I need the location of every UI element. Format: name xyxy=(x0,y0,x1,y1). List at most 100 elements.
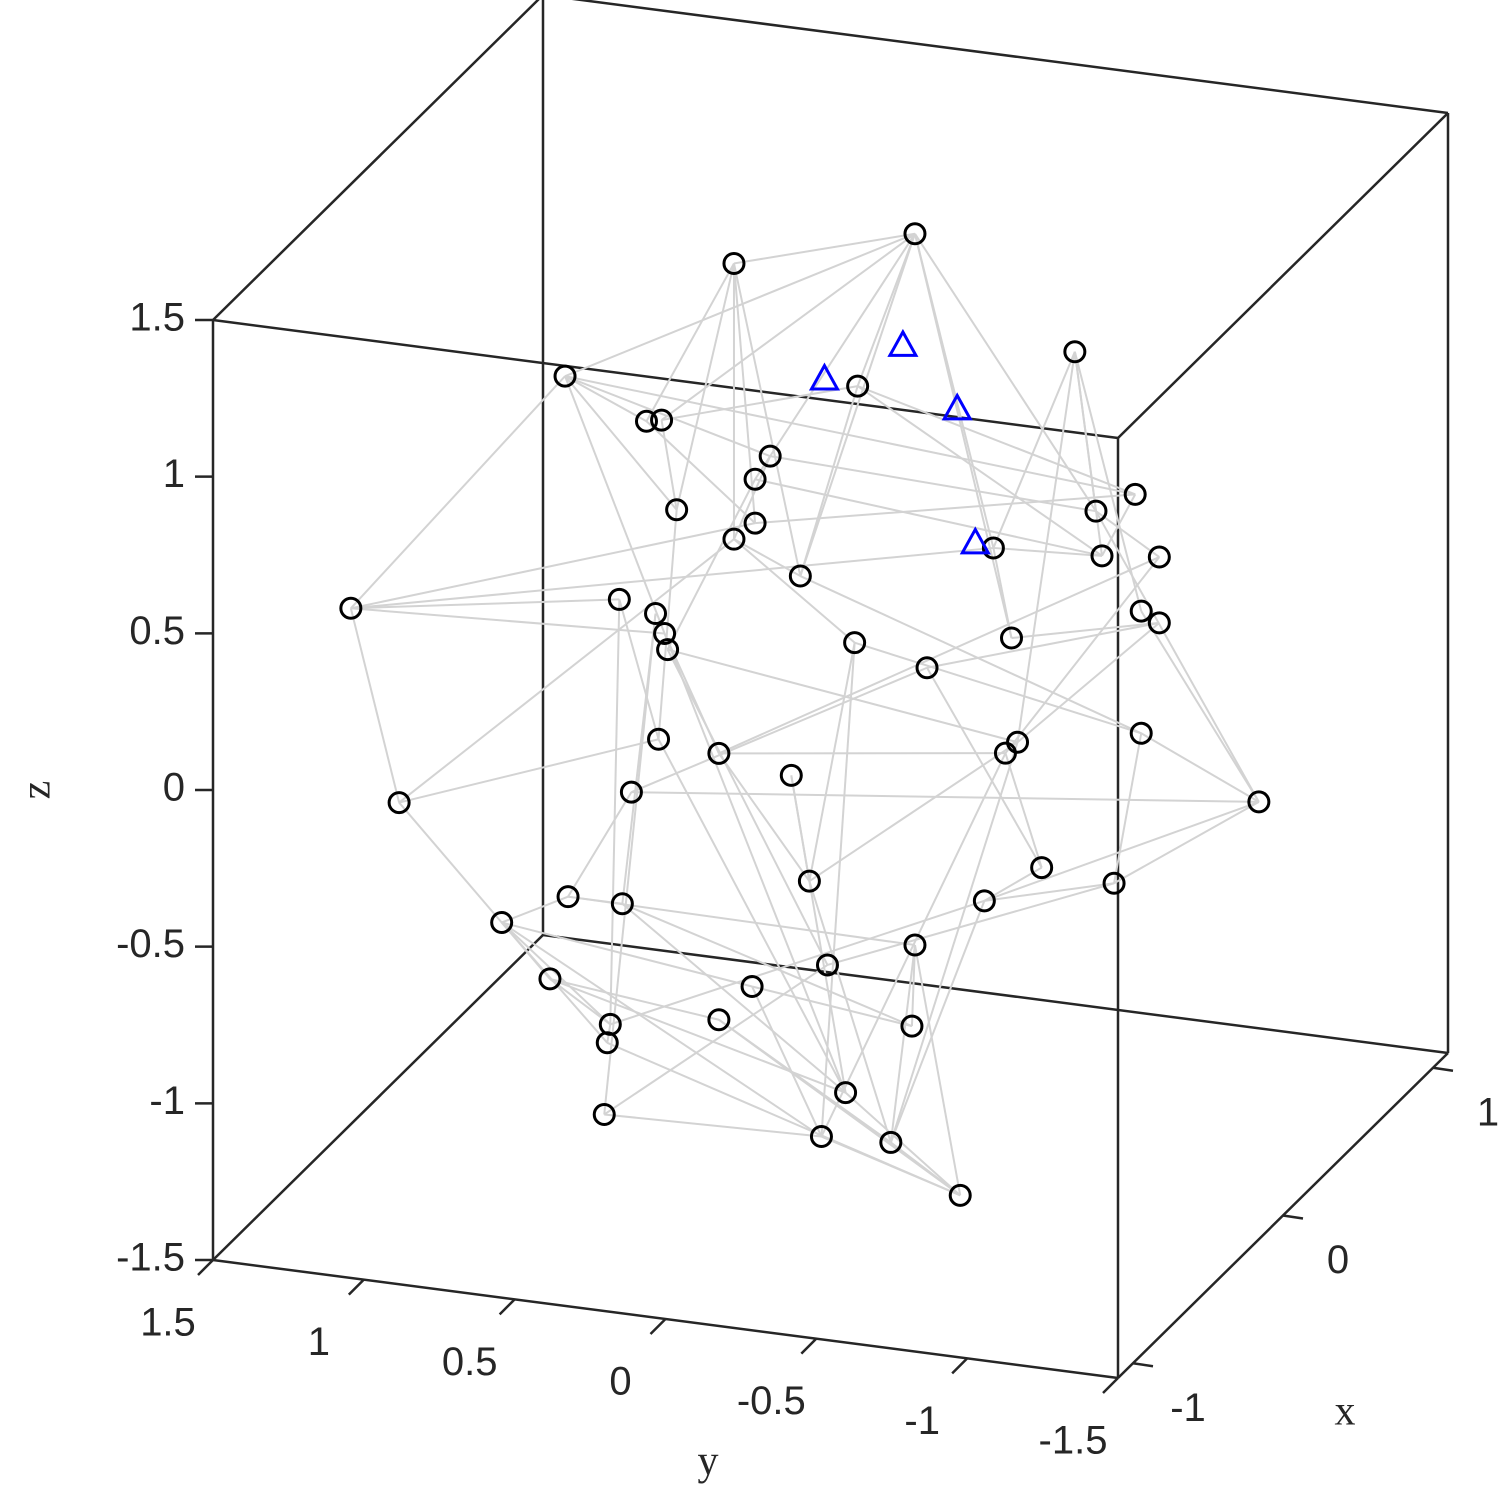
edge xyxy=(398,538,735,804)
node-circle xyxy=(900,1014,924,1038)
y-tick xyxy=(498,1298,516,1316)
edge xyxy=(808,642,856,882)
edge xyxy=(349,608,401,803)
y-axis-label: y xyxy=(698,1439,719,1485)
node-circle xyxy=(788,564,812,588)
node-triangle xyxy=(808,362,841,391)
node-circle xyxy=(815,953,839,977)
z-tick-label: 1 xyxy=(163,452,185,496)
node-circle xyxy=(1030,856,1054,880)
edge xyxy=(844,1091,961,1197)
z-tick-label: -1.5 xyxy=(116,1236,185,1280)
edge xyxy=(549,978,611,1026)
edge xyxy=(564,375,666,634)
edge xyxy=(350,522,756,610)
x-tick-label: -1 xyxy=(1170,1386,1206,1430)
edge xyxy=(854,641,1142,735)
node-triangle xyxy=(941,392,973,421)
node-circle xyxy=(607,587,631,611)
z-tick-label: 0 xyxy=(163,766,185,810)
y-tick-label: -1.5 xyxy=(1039,1419,1108,1463)
edge xyxy=(799,575,1142,735)
edge xyxy=(567,895,916,947)
node-circle xyxy=(972,889,996,913)
edge xyxy=(913,944,962,1196)
edge xyxy=(567,791,633,898)
edge xyxy=(609,599,621,1025)
node-circle xyxy=(1000,626,1023,650)
node-circle xyxy=(758,444,782,468)
node-circle xyxy=(834,1081,858,1105)
x-tick-label: 1 xyxy=(1477,1090,1499,1134)
edge xyxy=(631,666,928,794)
node-circle xyxy=(809,1125,833,1149)
node-circle xyxy=(647,727,671,751)
node-circle xyxy=(553,364,577,388)
x-tick xyxy=(1432,1066,1454,1073)
edge xyxy=(799,233,916,577)
node-circle xyxy=(653,622,677,646)
edge xyxy=(621,902,847,1094)
edge xyxy=(733,538,801,577)
z-tick-label: 1.5 xyxy=(129,296,185,340)
edge xyxy=(808,741,1019,882)
node-circle xyxy=(656,638,680,662)
y-tick xyxy=(951,1357,969,1375)
node-circle xyxy=(797,869,821,893)
node-circle xyxy=(538,967,562,991)
z-axis-label: z xyxy=(14,781,60,800)
edge xyxy=(657,738,847,1094)
y-tick-label: -0.5 xyxy=(737,1379,806,1423)
edge xyxy=(732,263,757,524)
edge xyxy=(645,262,735,422)
box-edge xyxy=(571,0,1449,115)
edge xyxy=(501,921,823,1138)
edge xyxy=(621,902,913,1028)
edge xyxy=(1095,510,1260,803)
edge xyxy=(790,775,811,882)
node-circle xyxy=(634,409,658,433)
node-circle xyxy=(743,511,767,535)
edge xyxy=(718,752,811,882)
edge xyxy=(618,599,660,740)
edge xyxy=(732,263,802,577)
z-tick-label: -0.5 xyxy=(116,922,185,966)
edge xyxy=(913,233,1013,639)
edge xyxy=(1073,351,1103,556)
edge xyxy=(631,791,1259,803)
node-circle xyxy=(650,408,674,432)
box-edge xyxy=(212,934,544,1261)
node-circle xyxy=(610,892,634,916)
node-circle xyxy=(619,780,643,804)
node-circle xyxy=(1084,499,1108,523)
y-tick xyxy=(197,1259,214,1276)
edge xyxy=(564,375,1136,496)
node-circle xyxy=(879,1130,903,1154)
node-circle xyxy=(993,741,1017,765)
edge xyxy=(1140,732,1260,803)
edge xyxy=(889,741,1019,1143)
node-circle xyxy=(743,467,767,491)
edge xyxy=(500,921,611,1026)
node-circle xyxy=(1102,871,1126,895)
edge xyxy=(754,478,1103,557)
edge xyxy=(992,351,1076,549)
y-tick-label: 0.5 xyxy=(442,1340,498,1384)
edge xyxy=(926,667,1043,869)
z-tick-label: 0.5 xyxy=(129,609,185,653)
edge xyxy=(350,375,566,609)
node-circle xyxy=(981,536,1005,560)
edge xyxy=(661,385,858,422)
edge xyxy=(350,598,620,610)
edge xyxy=(1113,733,1143,884)
y-tick xyxy=(347,1278,365,1296)
edge xyxy=(754,233,916,480)
node-circle xyxy=(722,251,746,275)
y-tick xyxy=(649,1318,667,1335)
edge xyxy=(564,375,678,511)
edge xyxy=(1016,351,1076,743)
y-tick xyxy=(800,1337,818,1355)
edge xyxy=(751,985,913,1028)
y-tick-label: 0 xyxy=(609,1360,631,1404)
edge xyxy=(549,977,846,1094)
